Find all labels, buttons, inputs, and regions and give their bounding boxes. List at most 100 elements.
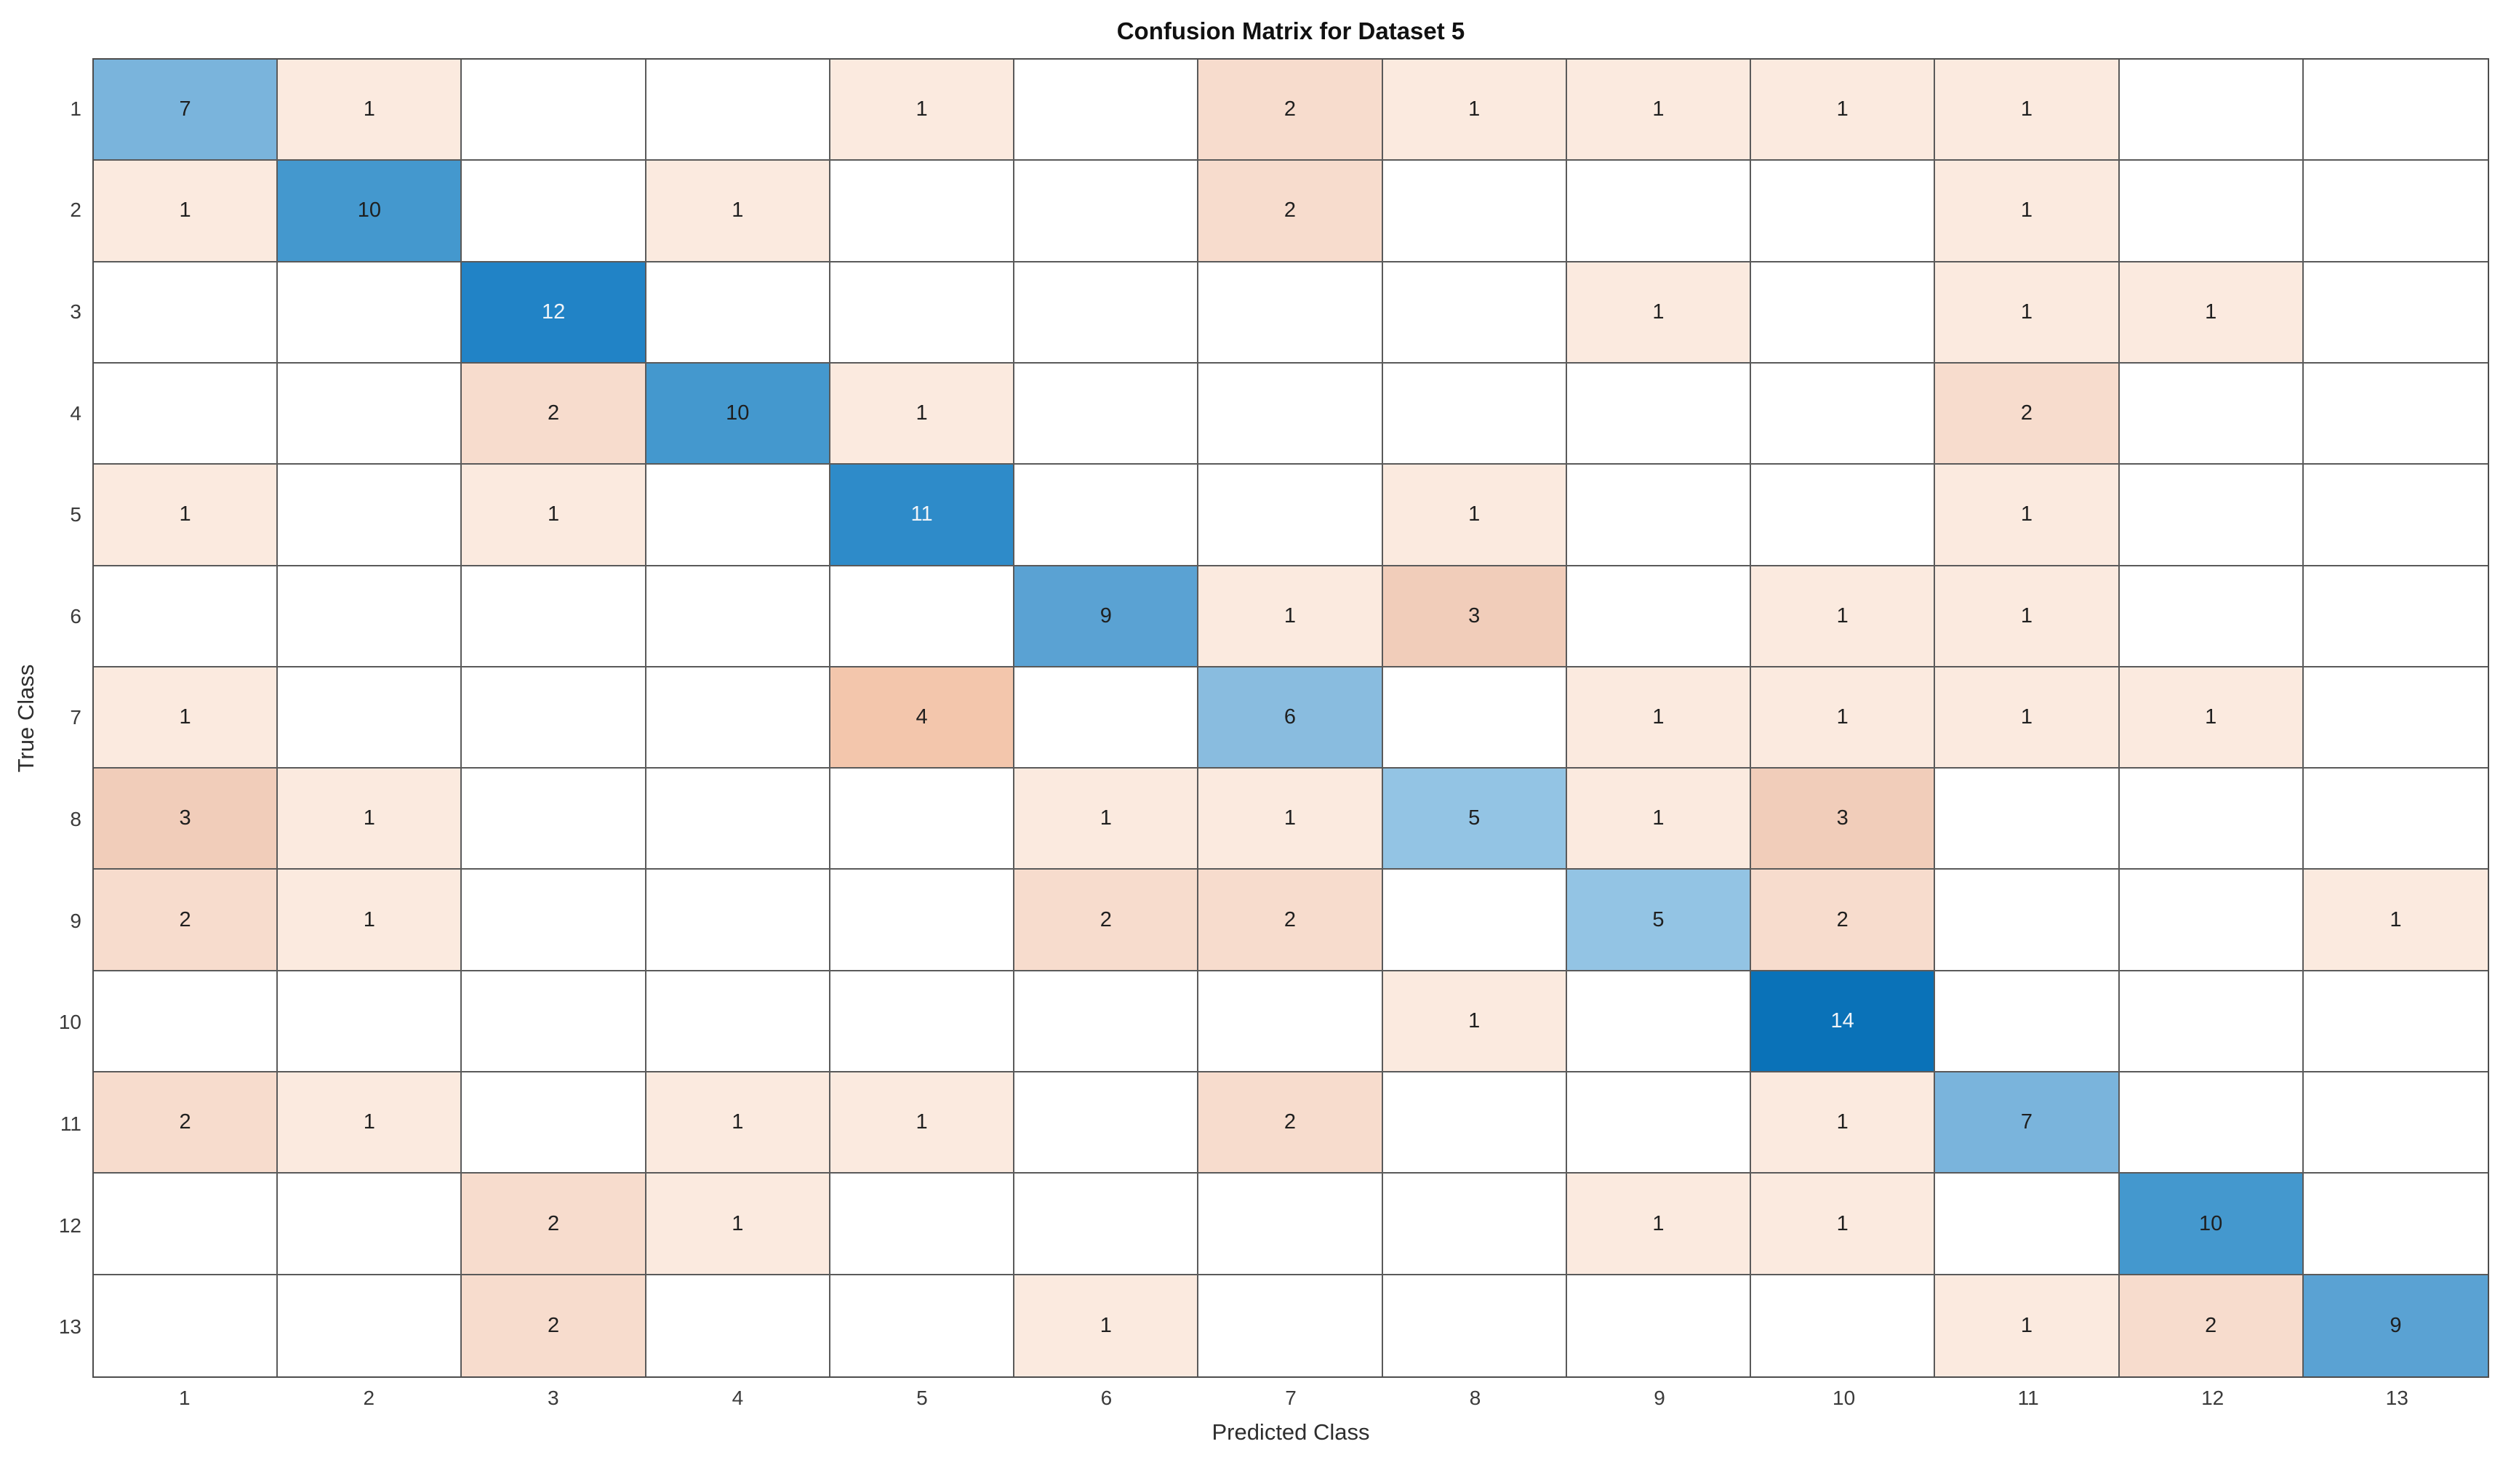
matrix-cell	[1382, 363, 1567, 465]
matrix-cell: 2	[94, 1072, 279, 1174]
x-tick-label: 11	[2017, 1387, 2039, 1409]
matrix-cell: 1	[1751, 1072, 1936, 1174]
matrix-cell	[1014, 667, 1199, 769]
matrix-cell: 2	[1198, 161, 1383, 262]
matrix-cell	[278, 363, 462, 465]
matrix-cell	[1014, 161, 1199, 262]
matrix-cell	[1014, 363, 1199, 465]
matrix-cell: 1	[830, 363, 1015, 465]
matrix-cell	[2119, 971, 2304, 1073]
matrix-cell	[1014, 1174, 1199, 1275]
matrix-cell	[1751, 262, 1936, 364]
matrix-cell: 2	[2119, 1275, 2304, 1376]
matrix-cell: 1	[1751, 1174, 1936, 1275]
matrix-cell	[1751, 1275, 1936, 1376]
matrix-cell: 1	[1566, 262, 1752, 364]
matrix-cell	[646, 870, 830, 971]
matrix-cell	[646, 769, 830, 870]
matrix-cell: 9	[2303, 1275, 2488, 1376]
matrix-cell	[2303, 1174, 2488, 1275]
matrix-cell: 14	[1751, 971, 1936, 1073]
matrix-cell	[830, 870, 1015, 971]
matrix-cell	[278, 1174, 462, 1275]
matrix-cell	[2303, 566, 2488, 667]
y-tick-label: 6	[70, 604, 81, 627]
matrix-cell	[1198, 465, 1383, 566]
matrix-cell	[2303, 667, 2488, 769]
matrix-cell: 5	[1382, 769, 1567, 870]
matrix-cell	[278, 667, 462, 769]
matrix-cell	[1198, 1275, 1383, 1376]
matrix-cell	[2119, 769, 2304, 870]
matrix-cell	[1566, 1072, 1752, 1174]
matrix-cell	[1566, 161, 1752, 262]
x-tick-label: 3	[548, 1387, 559, 1409]
x-tick-label: 1	[178, 1387, 191, 1409]
matrix-cell	[462, 667, 646, 769]
matrix-cell: 1	[1014, 769, 1199, 870]
x-axis-label: Predicted Class	[1212, 1419, 1370, 1445]
matrix-cell	[646, 667, 830, 769]
matrix-cell: 2	[1198, 870, 1383, 971]
matrix-cell: 1	[2303, 870, 2488, 971]
matrix-cell	[462, 769, 646, 870]
matrix-cell	[1014, 262, 1199, 364]
matrix-cell	[646, 566, 830, 667]
matrix-cell: 3	[94, 769, 279, 870]
matrix-cell	[2119, 566, 2304, 667]
x-tick-label: 10	[1833, 1387, 1856, 1409]
matrix-cell	[1935, 1174, 2120, 1275]
matrix-cell	[94, 262, 279, 364]
matrix-cell: 1	[94, 667, 279, 769]
matrix-cell: 1	[462, 465, 646, 566]
x-tick-label: 6	[1100, 1387, 1113, 1409]
matrix-cell	[278, 262, 462, 364]
matrix-cell	[94, 1275, 279, 1376]
matrix-cell	[1382, 1072, 1567, 1174]
x-tick-label: 2	[363, 1387, 375, 1409]
matrix-cell	[2119, 870, 2304, 971]
matrix-cell: 1	[830, 60, 1015, 161]
matrix-cell: 2	[462, 363, 646, 465]
matrix-cell	[1566, 566, 1752, 667]
matrix-cell	[2303, 465, 2488, 566]
matrix-cell	[278, 1275, 462, 1376]
matrix-cell	[1935, 971, 2120, 1073]
matrix-cell	[1566, 1275, 1752, 1376]
matrix-cell	[462, 566, 646, 667]
matrix-cell	[1382, 870, 1567, 971]
matrix-cell	[2303, 262, 2488, 364]
matrix-cell: 1	[2119, 262, 2304, 364]
matrix-cell	[1935, 870, 2120, 971]
matrix-cell: 1	[1382, 465, 1567, 566]
y-tick-label: 3	[70, 300, 81, 324]
matrix-cell	[2303, 363, 2488, 465]
matrix-cell: 12	[462, 262, 646, 364]
matrix-cell	[646, 262, 830, 364]
matrix-cell: 1	[1935, 667, 2120, 769]
matrix-cell: 5	[1566, 870, 1752, 971]
x-tick-label: 13	[2385, 1387, 2408, 1409]
matrix-cell	[2119, 465, 2304, 566]
matrix-cell	[1014, 971, 1199, 1073]
matrix-cell	[94, 1174, 279, 1275]
matrix-cell: 1	[646, 1072, 830, 1174]
matrix-cell: 2	[1751, 870, 1936, 971]
chart-title: Confusion Matrix for Dataset 5	[1116, 17, 1465, 44]
matrix-cell: 1	[1935, 1275, 2120, 1376]
x-tick-label: 8	[1469, 1387, 1481, 1409]
matrix-cell: 2	[1014, 870, 1199, 971]
matrix-cell: 1	[646, 1174, 830, 1275]
matrix-cell: 9	[1014, 566, 1199, 667]
y-tick-label: 10	[58, 1011, 81, 1034]
y-tick-label: 11	[60, 1112, 81, 1135]
matrix-cell	[2119, 60, 2304, 161]
matrix-cell: 1	[1566, 769, 1752, 870]
x-tick-label: 5	[916, 1387, 928, 1409]
matrix-cell	[830, 1174, 1015, 1275]
matrix-cell	[278, 566, 462, 667]
x-tick-label: 12	[2201, 1387, 2224, 1409]
matrix-cell: 1	[1935, 262, 2120, 364]
y-tick-label: 8	[70, 808, 81, 831]
matrix-cell: 1	[278, 1072, 462, 1174]
